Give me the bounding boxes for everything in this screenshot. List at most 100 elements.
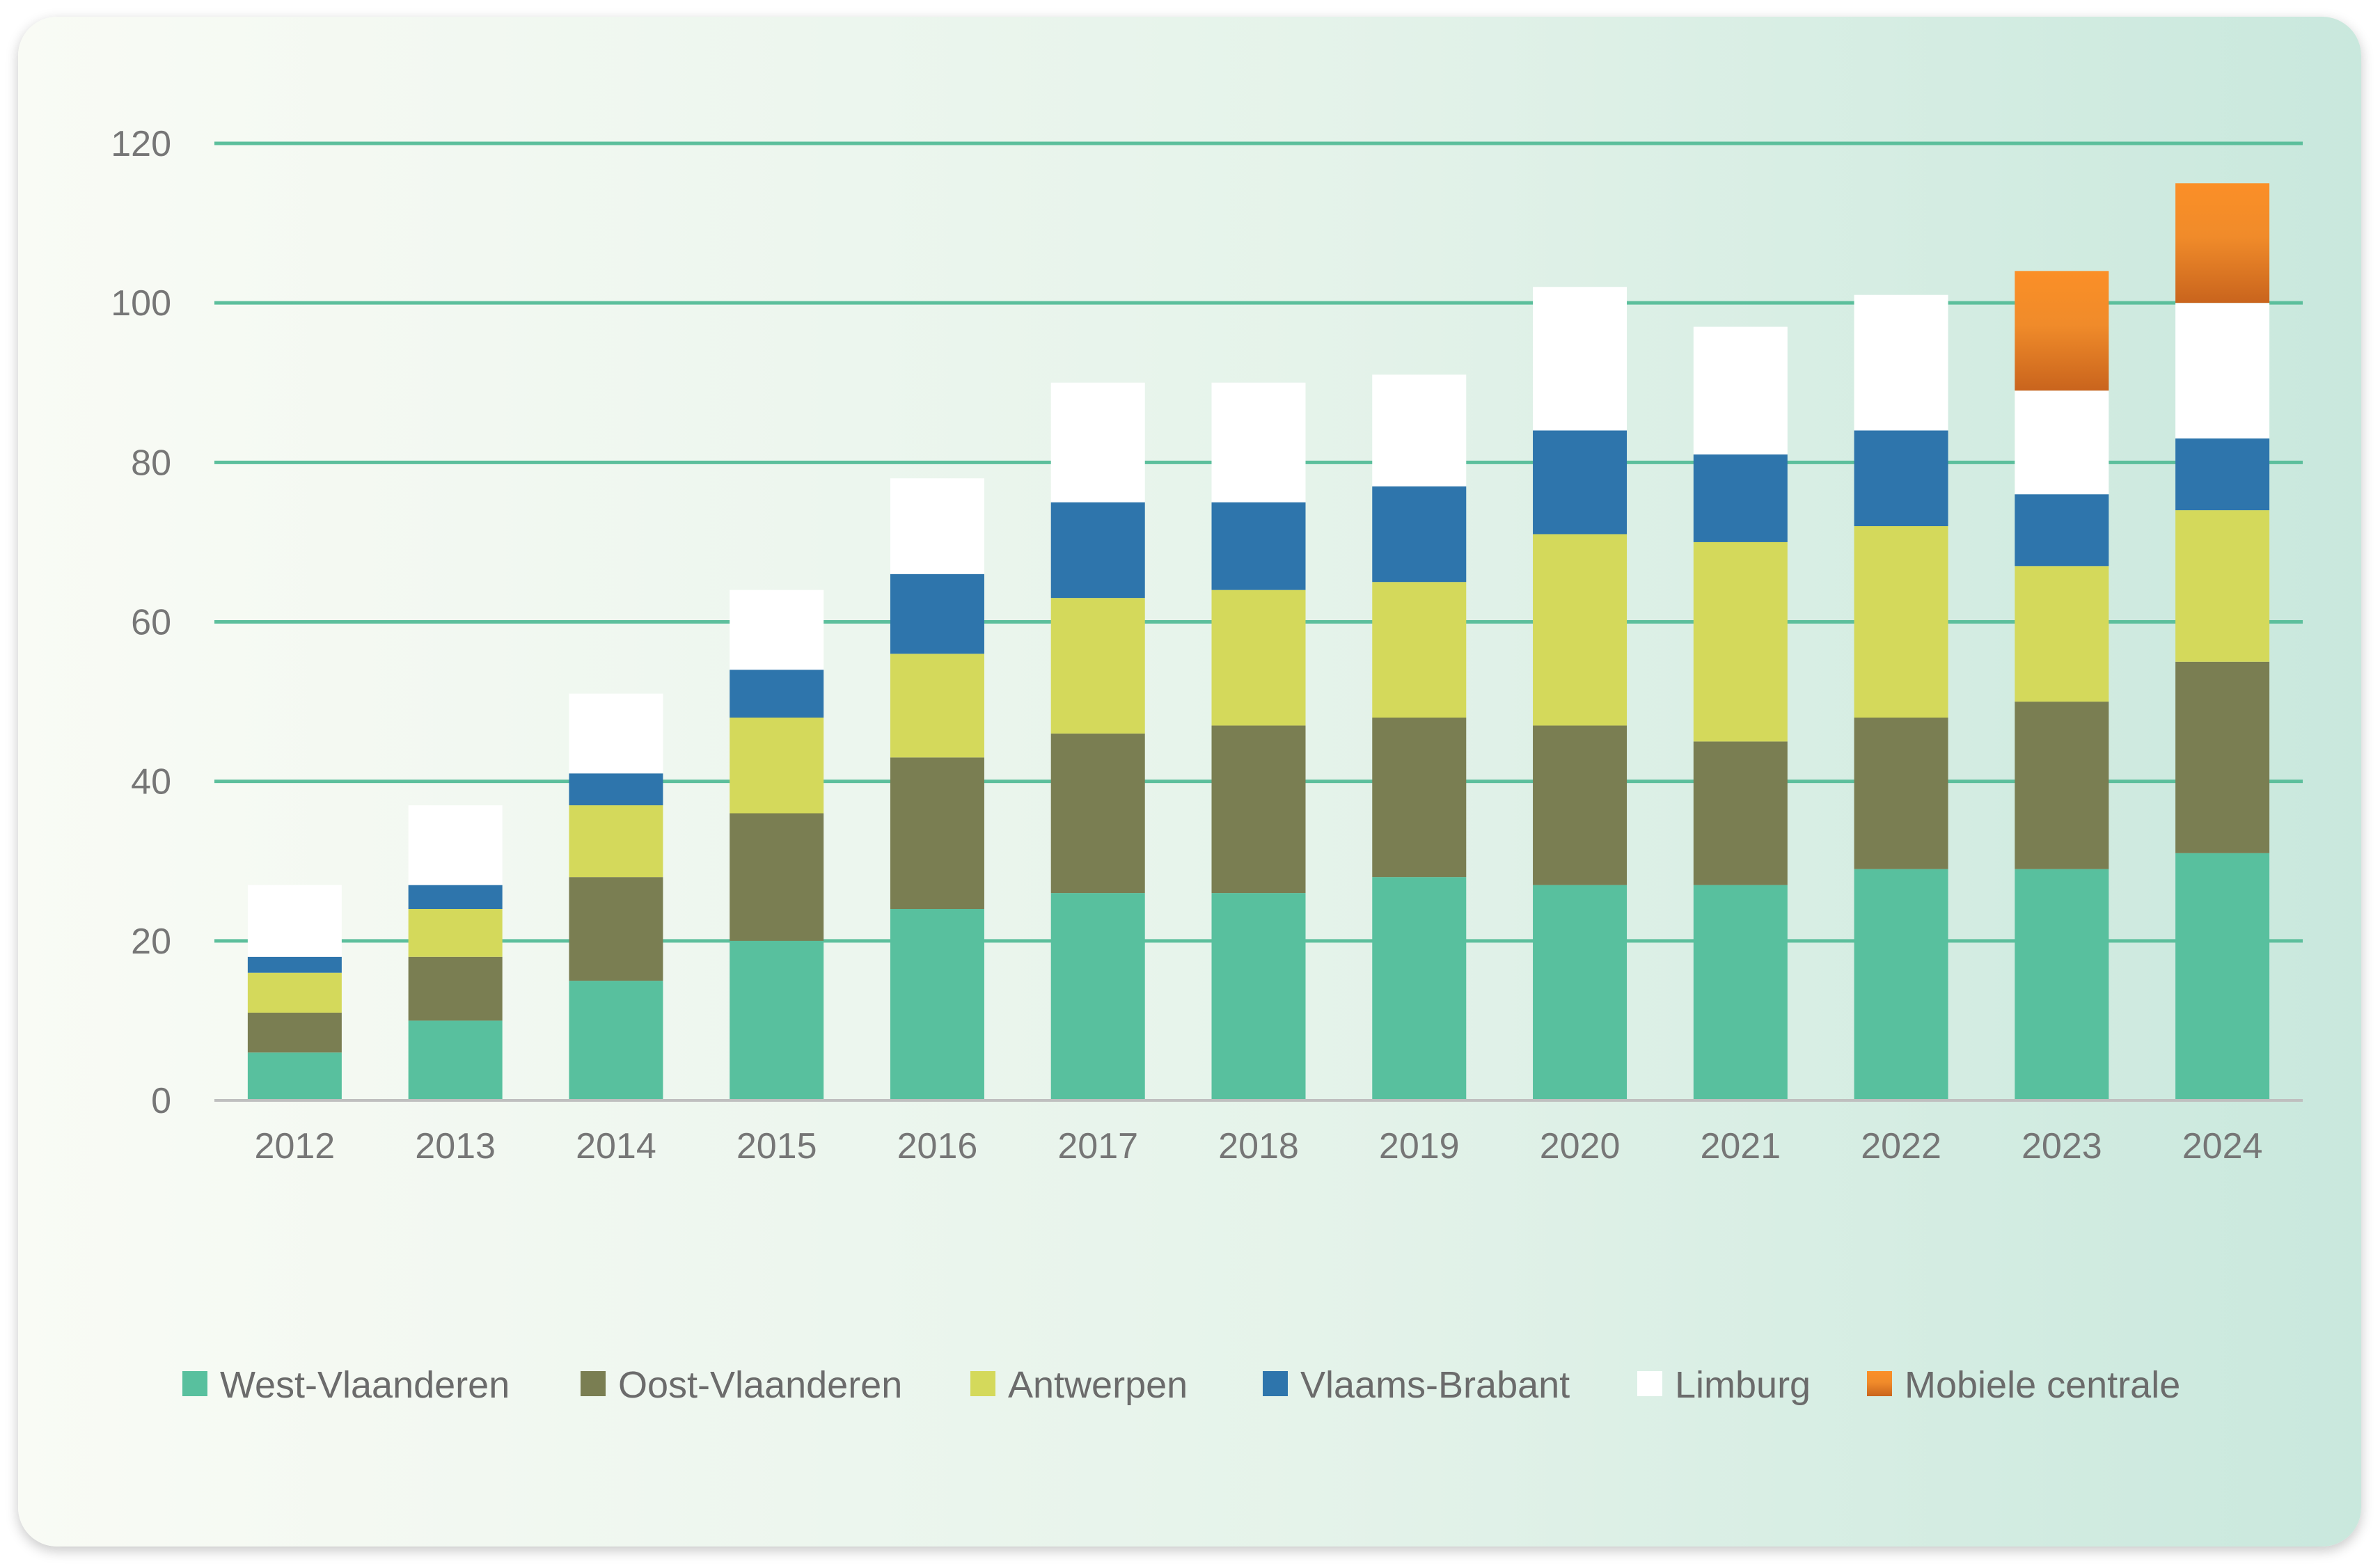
bar-2024-limburg (2175, 303, 2270, 438)
bar-2016-west-vlaanderen (890, 909, 984, 1100)
bar-2015-vlaams-brabant (730, 670, 824, 718)
x-tick-label-2012: 2012 (255, 1126, 336, 1166)
bar-2015-antwerpen (730, 718, 824, 814)
bar-2021-vlaams-brabant (1693, 454, 1788, 542)
y-tick-label-0: 0 (151, 1081, 171, 1121)
x-tick-label-2019: 2019 (1379, 1126, 1460, 1166)
bar-2023-antwerpen (2015, 566, 2109, 702)
bar-2013-antwerpen (408, 909, 503, 957)
x-tick-label-2013: 2013 (415, 1126, 496, 1166)
bar-2021-oost-vlaanderen (1693, 741, 1788, 885)
bar-2020-oost-vlaanderen (1533, 725, 1628, 885)
bars (247, 183, 2270, 1100)
bar-2020-limburg (1533, 287, 1628, 431)
bar-2024-oost-vlaanderen (2175, 661, 2270, 853)
bar-2019-vlaams-brabant (1372, 486, 1467, 583)
bar-2018-west-vlaanderen (1211, 893, 1306, 1100)
bar-2019-oost-vlaanderen (1372, 718, 1467, 878)
bar-2013-oost-vlaanderen (408, 956, 503, 1021)
y-tick-label-120: 120 (111, 124, 171, 164)
bar-2012-west-vlaanderen (247, 1052, 342, 1100)
bar-2016-vlaams-brabant (890, 574, 984, 654)
bar-2015-oost-vlaanderen (730, 813, 824, 941)
x-tick-label-2022: 2022 (1861, 1126, 1941, 1166)
legend-swatch-limburg (1637, 1371, 1662, 1396)
bar-2018-limburg (1211, 382, 1306, 503)
bar-2014-vlaams-brabant (569, 773, 663, 806)
x-tick-label-2014: 2014 (576, 1126, 656, 1166)
bar-2013-west-vlaanderen (408, 1020, 503, 1100)
axes: 0 20 40 60 80 100 120 2012 2013 2014 2015 2016 2017 2… (111, 124, 2303, 1166)
stacked-bar-chart: 0 20 40 60 80 100 120 2012 2013 2014 2015 2016 2017 2… (111, 124, 2303, 1406)
bar-2021-limburg (1693, 326, 1788, 454)
legend-swatch-oost-vlaanderen (581, 1371, 606, 1396)
x-tick-label-2018: 2018 (1218, 1126, 1299, 1166)
x-tick-label-2020: 2020 (1540, 1126, 1621, 1166)
bar-2014-west-vlaanderen (569, 981, 663, 1100)
legend-label-limburg: Limburg (1675, 1364, 1811, 1406)
bar-2021-west-vlaanderen (1693, 885, 1788, 1100)
y-tick-label-100: 100 (111, 283, 171, 324)
bar-2017-vlaams-brabant (1050, 502, 1145, 599)
legend-label-west-vlaanderen: West-Vlaanderen (220, 1364, 510, 1406)
x-tick-label-2023: 2023 (2022, 1126, 2102, 1166)
legend-swatch-vlaams-brabant (1263, 1371, 1288, 1396)
bar-2019-west-vlaanderen (1372, 877, 1467, 1100)
bar-2017-west-vlaanderen (1050, 893, 1145, 1100)
bar-2023-vlaams-brabant (2015, 494, 2109, 567)
legend-swatch-mobiele-centrale (1867, 1371, 1892, 1396)
y-tick-label-60: 60 (131, 603, 171, 643)
chart-card: 0 20 40 60 80 100 120 2012 2013 2014 2015 2016 2017 2… (18, 17, 2361, 1547)
bar-2018-oost-vlaanderen (1211, 725, 1306, 894)
bar-2016-limburg (890, 478, 984, 574)
x-tick-label-2016: 2016 (897, 1126, 978, 1166)
bar-2023-limburg (2015, 390, 2109, 495)
bar-2022-west-vlaanderen (1854, 869, 1948, 1100)
bar-2017-limburg (1050, 382, 1145, 503)
bar-2014-oost-vlaanderen (569, 877, 663, 981)
bar-2017-oost-vlaanderen (1050, 733, 1145, 894)
legend-label-vlaams-brabant: Vlaams-Brabant (1300, 1364, 1570, 1406)
bar-2013-vlaams-brabant (408, 885, 503, 909)
y-tick-label-20: 20 (131, 922, 171, 962)
bar-2022-vlaams-brabant (1854, 430, 1948, 526)
legend-swatch-antwerpen (970, 1371, 995, 1396)
bar-2020-west-vlaanderen (1533, 885, 1628, 1100)
bar-2022-limburg (1854, 294, 1948, 431)
legend: West-Vlaanderen Oost-Vlaanderen Antwerpen V… (182, 1364, 2180, 1406)
bar-2023-mobiele-centrale (2015, 271, 2109, 391)
bar-2024-mobiele-centrale (2175, 183, 2270, 303)
bar-2023-west-vlaanderen (2015, 869, 2109, 1100)
bar-2017-antwerpen (1050, 598, 1145, 734)
bar-2014-limburg (569, 693, 663, 774)
bar-2022-antwerpen (1854, 526, 1948, 718)
bar-2023-oost-vlaanderen (2015, 702, 2109, 869)
bar-2016-oost-vlaanderen (890, 757, 984, 909)
bar-2019-limburg (1372, 374, 1467, 487)
y-tick-label-80: 80 (131, 443, 171, 483)
legend-label-oost-vlaanderen: Oost-Vlaanderen (618, 1364, 902, 1406)
bar-2018-vlaams-brabant (1211, 502, 1306, 590)
x-tick-label-2015: 2015 (736, 1126, 817, 1166)
bar-2018-antwerpen (1211, 590, 1306, 726)
bar-2020-vlaams-brabant (1533, 430, 1628, 535)
bar-2014-antwerpen (569, 805, 663, 878)
bar-2015-west-vlaanderen (730, 940, 824, 1100)
x-tick-label-2024: 2024 (2182, 1126, 2263, 1166)
legend-swatch-west-vlaanderen (182, 1371, 207, 1396)
bar-2012-oost-vlaanderen (247, 1012, 342, 1053)
legend-label-mobiele-centrale: Mobiele centrale (1905, 1364, 2180, 1406)
x-tick-label-2017: 2017 (1057, 1126, 1138, 1166)
x-tick-label-2021: 2021 (1700, 1126, 1781, 1166)
bar-2021-antwerpen (1693, 541, 1788, 742)
bar-2022-oost-vlaanderen (1854, 718, 1948, 869)
bar-2020-antwerpen (1533, 534, 1628, 726)
bar-2019-antwerpen (1372, 582, 1467, 718)
bar-2012-antwerpen (247, 972, 342, 1013)
bar-2024-antwerpen (2175, 510, 2270, 662)
bar-2015-limburg (730, 590, 824, 670)
y-tick-label-40: 40 (131, 762, 171, 802)
bar-2013-limburg (408, 805, 503, 885)
legend-label-antwerpen: Antwerpen (1008, 1364, 1188, 1406)
bar-2024-vlaams-brabant (2175, 438, 2270, 511)
